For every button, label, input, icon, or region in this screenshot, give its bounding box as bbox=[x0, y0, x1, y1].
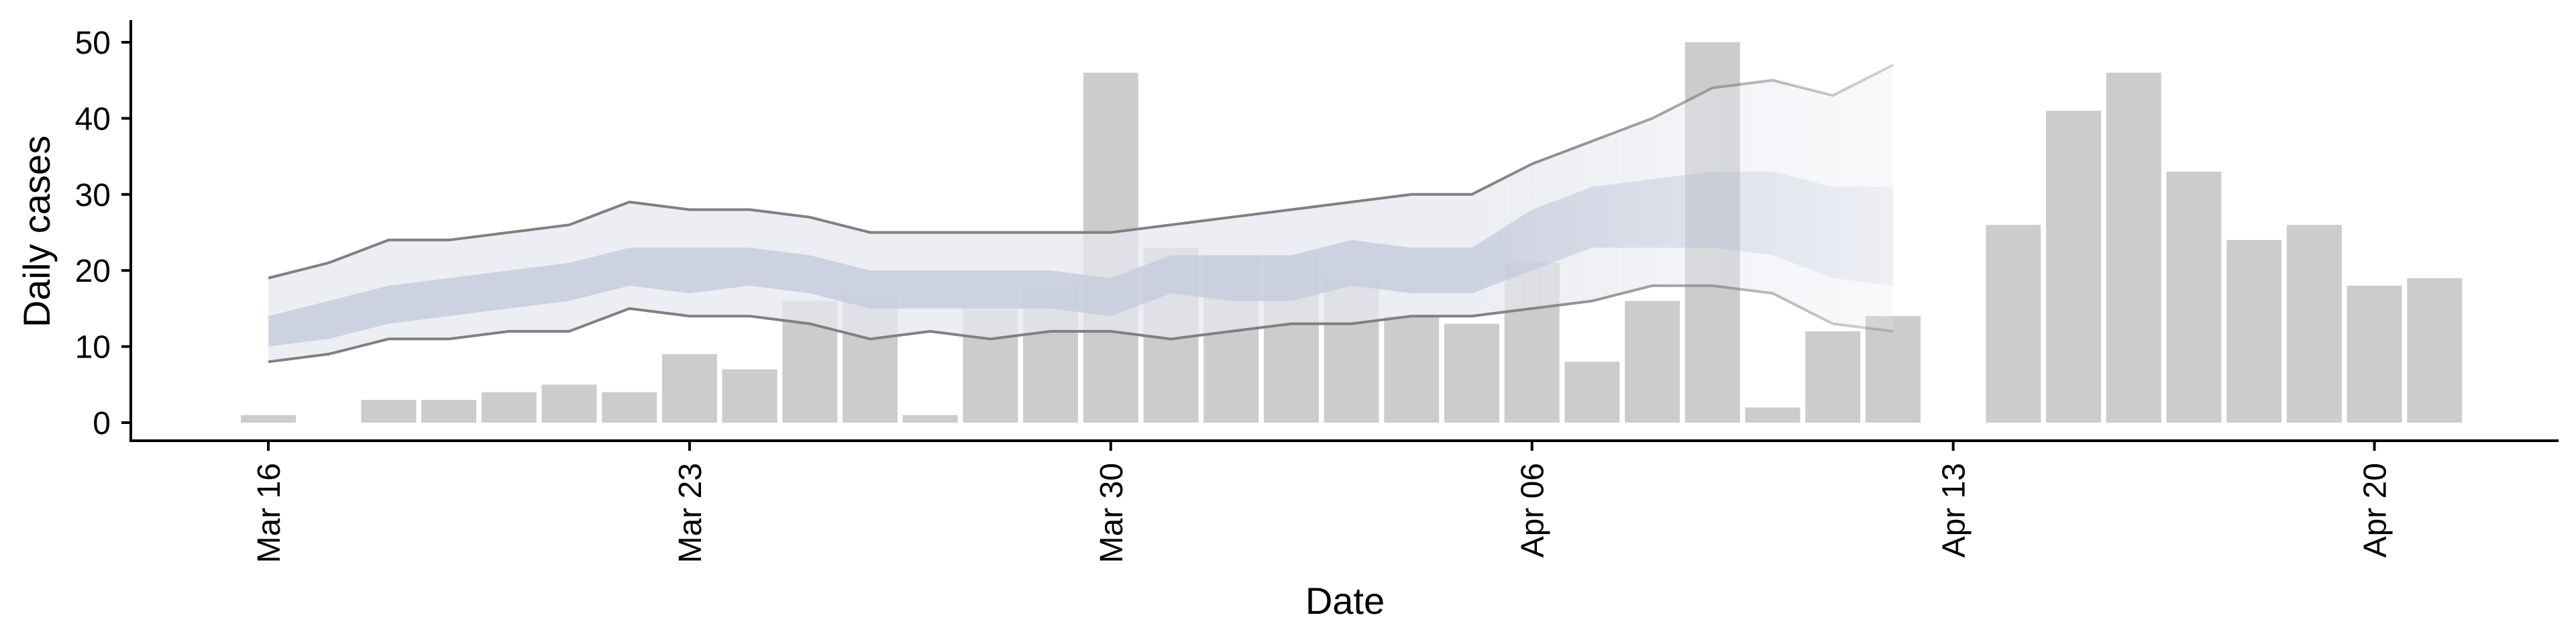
case-bar bbox=[481, 392, 537, 423]
case-bar bbox=[2286, 225, 2342, 423]
x-ticks: Mar 16 Mar 23 Mar 30 Apr 06 Apr 13 Apr 20 bbox=[252, 441, 2394, 563]
case-bar bbox=[902, 415, 958, 423]
case-bar bbox=[1745, 407, 1801, 423]
case-bar bbox=[2046, 111, 2101, 423]
case-bar bbox=[1986, 225, 2041, 423]
y-tick-label: 40 bbox=[75, 101, 111, 137]
axes bbox=[129, 20, 2559, 442]
case-bar bbox=[1805, 331, 1861, 423]
x-axis-title: Date bbox=[1305, 580, 1385, 622]
case-bar bbox=[661, 354, 717, 423]
case-bar bbox=[2106, 72, 2161, 423]
y-tick-label: 0 bbox=[93, 406, 111, 441]
case-bar bbox=[421, 400, 477, 423]
y-axis-title: Daily cases bbox=[15, 136, 58, 327]
case-bar bbox=[1625, 301, 1680, 423]
case-bar bbox=[2407, 278, 2463, 423]
case-bar bbox=[2347, 285, 2402, 423]
x-tick-label: Mar 30 bbox=[1094, 463, 1130, 563]
upper-bound-line bbox=[268, 64, 1894, 280]
y-ticks: 0 10 20 30 40 50 bbox=[75, 25, 131, 441]
case-bar bbox=[361, 400, 417, 423]
y-tick-label: 30 bbox=[75, 178, 111, 213]
x-tick-label: Mar 23 bbox=[673, 463, 708, 563]
x-tick-label: Mar 16 bbox=[252, 463, 287, 563]
case-bar bbox=[2166, 171, 2222, 423]
x-tick-label: Apr 06 bbox=[1515, 463, 1551, 557]
estimate-bands bbox=[268, 64, 1894, 364]
case-bar bbox=[1564, 362, 1620, 423]
case-bar bbox=[2226, 239, 2282, 423]
case-bar bbox=[722, 369, 777, 423]
lower-bound-line bbox=[268, 284, 1894, 364]
y-tick-label: 20 bbox=[75, 254, 111, 289]
case-bar bbox=[541, 384, 597, 423]
y-tick-label: 50 bbox=[75, 25, 111, 61]
x-tick-label: Apr 13 bbox=[1937, 463, 1972, 557]
y-tick-label: 10 bbox=[75, 330, 111, 366]
band-50 bbox=[268, 171, 1893, 347]
case-bar bbox=[1444, 323, 1499, 423]
case-bar bbox=[241, 415, 296, 423]
x-tick-label: Apr 20 bbox=[2358, 463, 2394, 557]
case-bar bbox=[602, 392, 657, 423]
case-bar bbox=[1865, 316, 1921, 423]
case-bar bbox=[1384, 316, 1440, 423]
